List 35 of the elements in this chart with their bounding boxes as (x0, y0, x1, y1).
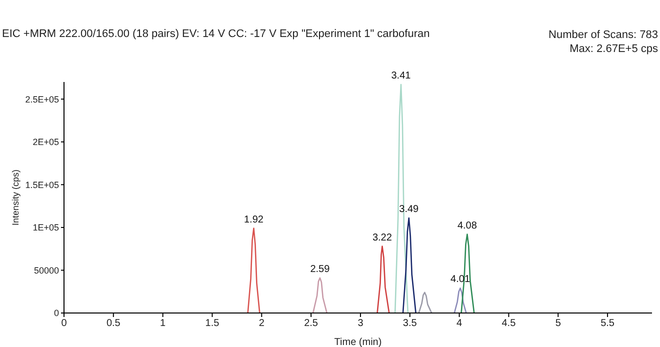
x-tick-label: 2 (258, 318, 265, 330)
y-tick-label: 1.5E+05 (25, 180, 59, 190)
line-series (418, 292, 432, 313)
x-tick-label: 1 (160, 318, 166, 330)
text: Max: 2.67E+5 cps (568, 42, 658, 56)
y-tick-label: 0 (54, 308, 59, 318)
y-tick-label: 2.5E+05 (25, 94, 59, 104)
y-tick-label: 1E+05 (32, 222, 59, 233)
x-tick-label: 3 (358, 318, 364, 330)
y-axis-title: Intensity (cps) (10, 169, 20, 226)
chart-title: EIC +MRM 222.00/165.00 (18 pairs) EV: 14 V CC: -17 V Exp "Experiment 1" carbofuran (2, 28, 430, 40)
line-series (454, 288, 467, 313)
annotation: 2.59 (310, 264, 330, 275)
line-series (247, 228, 260, 313)
x-tick-label: 4.5 (502, 318, 516, 330)
x-tick-label: 2.5 (304, 318, 318, 330)
x-axis-title: Time (min) (334, 337, 382, 347)
x-tick-label: 5.5 (600, 318, 615, 330)
x-tick-label: 0 (61, 318, 68, 330)
annotation: 4.08 (457, 220, 478, 232)
text: Number of Scans: 783 (548, 28, 658, 42)
annotation: 1.92 (244, 214, 264, 226)
line-series (376, 246, 390, 313)
x-tick-label: 1.5 (205, 318, 220, 330)
line-series (402, 217, 416, 313)
y-tick-label: 50000 (34, 265, 59, 276)
annotation: 3.22 (372, 232, 392, 244)
annotation: 3.49 (399, 204, 420, 216)
y-tick-label: 2E+05 (32, 137, 59, 148)
x-tick-label: 4 (456, 318, 463, 330)
annotation: 3.41 (391, 70, 412, 82)
x-tick-label: 3.5 (402, 318, 418, 330)
x-tick-label: 0.5 (106, 318, 121, 330)
line-series (312, 277, 328, 313)
x-tick-label: 5 (555, 318, 562, 330)
